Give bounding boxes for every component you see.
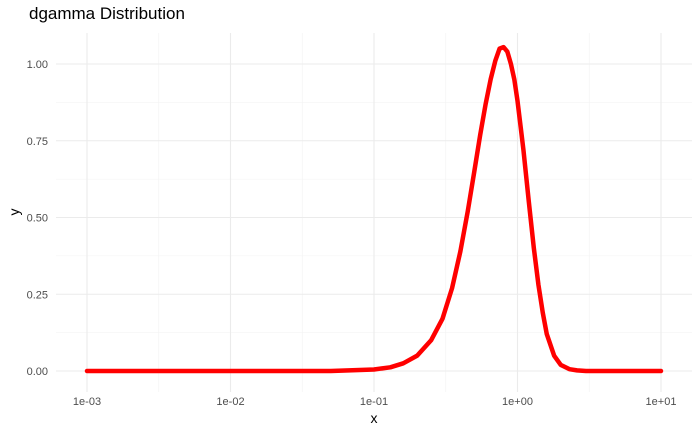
x-tick-label: 1e-03 bbox=[73, 396, 101, 408]
x-tick-labels: 1e-03 1e-02 1e-01 1e+00 1e+01 bbox=[73, 396, 677, 408]
x-tick-label: 1e-01 bbox=[360, 396, 388, 408]
y-tick-label: 0.75 bbox=[27, 136, 48, 148]
series-line bbox=[84, 44, 664, 374]
y-axis-label: y bbox=[6, 209, 22, 216]
x-axis-label: x bbox=[371, 410, 378, 426]
x-tick-label: 1e-02 bbox=[216, 396, 244, 408]
y-tick-label: 0.50 bbox=[27, 213, 48, 225]
x-tick-label: 1e+00 bbox=[502, 396, 533, 408]
y-tick-label: 1.00 bbox=[27, 59, 48, 71]
y-tick-label: 0.00 bbox=[27, 366, 48, 378]
y-tick-label: 0.25 bbox=[27, 289, 48, 301]
series-layer bbox=[84, 44, 664, 374]
chart-title: dgamma Distribution bbox=[29, 4, 185, 23]
y-tick-labels: 0.00 0.25 0.50 0.75 1.00 bbox=[27, 59, 48, 378]
x-tick-label: 1e+01 bbox=[646, 396, 677, 408]
